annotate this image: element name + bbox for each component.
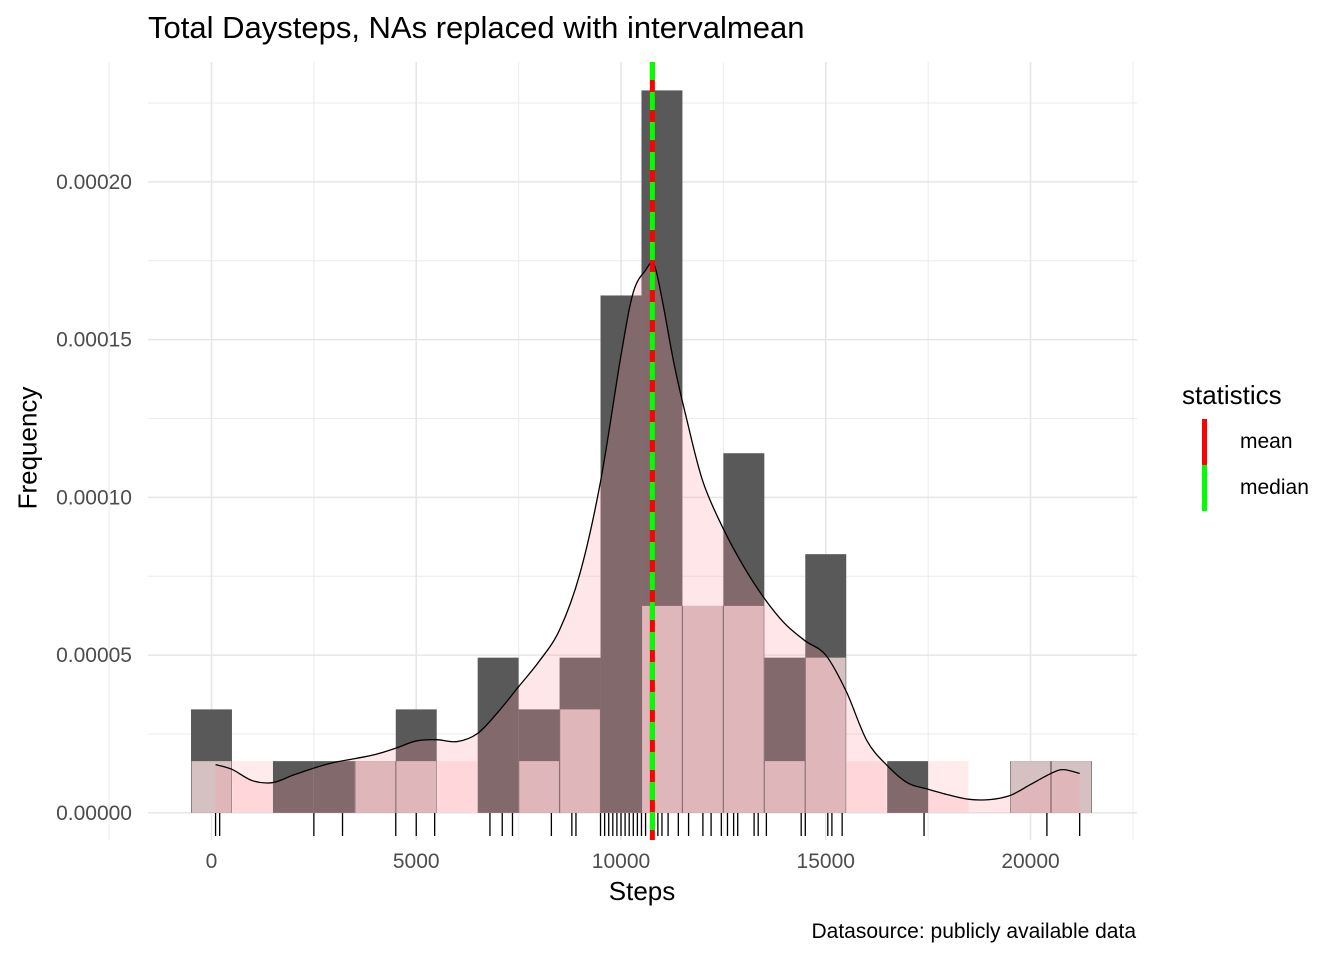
histogram-bar-fill <box>191 761 232 813</box>
x-tick-label: 0 <box>206 850 218 873</box>
legend-entry-mean: mean <box>1182 419 1309 465</box>
x-tick-label: 10000 <box>592 850 650 873</box>
histogram-bar-fill <box>232 761 273 813</box>
density-area <box>215 262 1080 813</box>
x-tick-label: 15000 <box>797 850 855 873</box>
histogram-bar-fill <box>355 761 396 813</box>
y-axis-label: Frequency <box>12 386 43 510</box>
legend-key-mean <box>1182 419 1228 465</box>
histogram-bar-fill <box>683 605 723 813</box>
histogram-bar <box>600 295 642 813</box>
legend-key-median <box>1182 465 1228 511</box>
histogram-bar-fill <box>519 761 559 813</box>
x-axis-label: Steps <box>608 876 676 906</box>
histogram-bar <box>313 761 355 813</box>
histogram-bar-fill <box>560 709 600 813</box>
legend-label-median: median <box>1240 476 1309 499</box>
histogram-bar-fill <box>1051 761 1092 813</box>
x-tick-label: 20000 <box>1001 850 1059 873</box>
x-tick-labels: 0 5000 10000 15000 20000 <box>206 850 1060 873</box>
histogram-bar-fill <box>396 761 437 813</box>
legend-label-mean: mean <box>1240 430 1293 453</box>
histogram-bar-fill <box>846 761 887 813</box>
y-tick-label: 0.00010 <box>56 486 132 509</box>
rug-marks <box>214 813 1081 836</box>
x-tick-label: 5000 <box>393 850 440 873</box>
histogram-bar-fill <box>805 657 846 813</box>
y-tick-label: 0.00015 <box>56 329 132 352</box>
histogram-bar-fill <box>1010 761 1051 813</box>
histogram-bars-pink <box>191 605 1092 813</box>
histogram-bar-fill <box>764 761 805 813</box>
legend: statistics mean median <box>1182 380 1309 511</box>
histogram-bar-fill <box>723 605 764 813</box>
y-tick-label: 0.00005 <box>56 644 132 667</box>
legend-entry-median: median <box>1182 465 1309 511</box>
y-tick-label: 0.00000 <box>56 802 132 825</box>
histogram-bar-fill <box>642 605 682 813</box>
chart-caption: Datasource: publicly available data <box>811 920 1136 943</box>
y-tick-label: 0.00020 <box>56 171 132 194</box>
histogram-bar-fill <box>437 761 478 813</box>
y-tick-labels: 0.00000 0.00005 0.00010 0.00015 0.00020 <box>56 171 132 825</box>
chart-title: Total Daysteps, NAs replaced with interv… <box>148 10 805 45</box>
legend-title: statistics <box>1182 380 1282 410</box>
histogram-bar-fill <box>928 761 969 813</box>
histogram-bar <box>477 657 519 813</box>
